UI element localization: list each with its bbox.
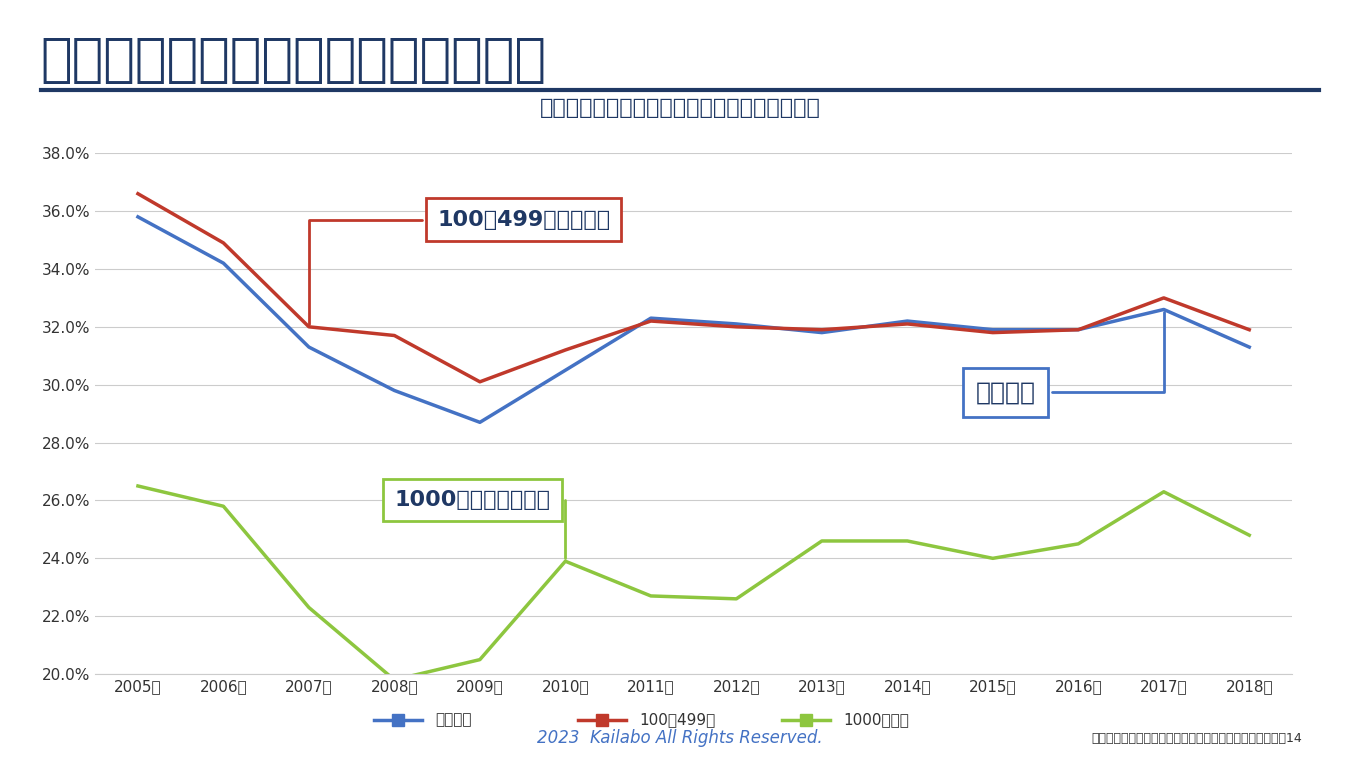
Text: 全体平均: 全体平均 [435, 712, 472, 728]
Text: 大企業では早期離職率が上昇傾向？: 大企業では早期離職率が上昇傾向？ [41, 34, 547, 87]
Text: 100～499人: 100～499人 [639, 712, 715, 728]
Text: 1000人以上: 1000人以上 [843, 712, 908, 728]
Text: 全体平均: 全体平均 [975, 313, 1164, 404]
Text: 大企業と中小企業の早期離職率の差は縮小傾向: 大企業と中小企業の早期離職率の差は縮小傾向 [540, 97, 820, 117]
Text: 1000人以上の事業所: 1000人以上の事業所 [394, 490, 566, 558]
Text: （厚生労働省　「新規学卒者の離職状況調査」より作成）14: （厚生労働省 「新規学卒者の離職状況調査」より作成）14 [1092, 732, 1302, 745]
Text: 2023  Kailabo All Rights Reserved.: 2023 Kailabo All Rights Reserved. [537, 729, 823, 748]
Text: 100～499人の事業所: 100～499人の事業所 [309, 210, 611, 324]
